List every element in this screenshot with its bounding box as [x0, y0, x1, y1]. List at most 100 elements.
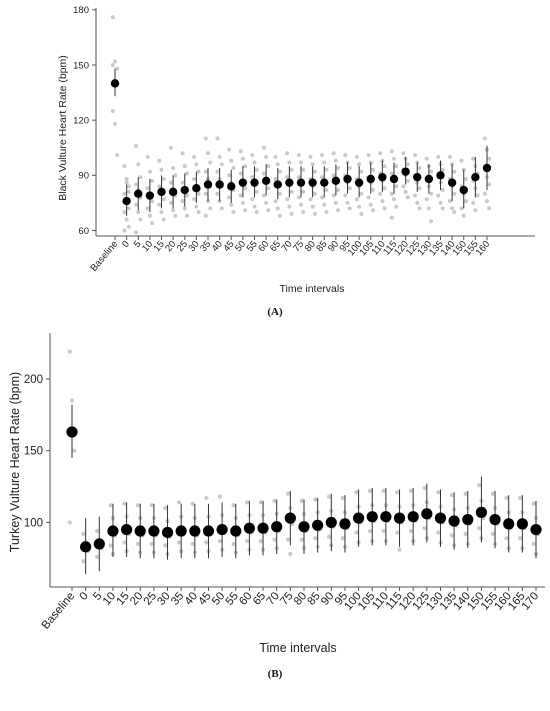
mean-point: [380, 511, 392, 523]
raw-data-point: [108, 543, 113, 548]
panel-a-y-axis-label: Black Vulture Heart Rate (bpm): [57, 55, 69, 201]
raw-data-point: [287, 204, 292, 209]
raw-data-point: [69, 398, 75, 403]
raw-data-point: [122, 540, 127, 545]
raw-data-point: [273, 154, 278, 159]
raw-data-point: [261, 145, 266, 150]
raw-data-point: [331, 193, 336, 198]
y-tick-label: 150: [24, 446, 43, 458]
x-tick-label: 0: [120, 239, 132, 250]
mean-point: [352, 512, 365, 524]
raw-data-point: [194, 204, 199, 209]
raw-data-point: [482, 136, 487, 141]
raw-data-point: [426, 206, 431, 211]
raw-data-point: [320, 195, 325, 200]
raw-data-point: [149, 541, 154, 547]
raw-data-point: [126, 184, 131, 189]
raw-data-point: [272, 498, 277, 503]
mean-point: [120, 523, 133, 536]
raw-data-point: [401, 151, 406, 156]
raw-data-point: [450, 206, 455, 211]
raw-data-point: [449, 493, 455, 498]
raw-data-point: [440, 188, 445, 193]
raw-data-point: [204, 495, 209, 501]
raw-data-point: [264, 200, 269, 205]
mean-point: [175, 525, 187, 537]
raw-data-point: [250, 153, 255, 158]
raw-data-point: [231, 541, 236, 547]
mean-point: [459, 185, 468, 195]
raw-data-point: [203, 191, 208, 196]
raw-data-point: [424, 197, 429, 202]
raw-data-point: [343, 153, 348, 158]
raw-data-point: [135, 541, 141, 547]
raw-data-point: [217, 154, 222, 159]
raw-data-point: [122, 210, 127, 215]
raw-data-point: [203, 213, 208, 218]
raw-data-point: [273, 199, 278, 204]
raw-data-point: [208, 206, 213, 211]
raw-data-point: [482, 191, 487, 196]
mean-point: [180, 185, 189, 195]
raw-data-point: [310, 204, 315, 209]
raw-data-point: [531, 501, 536, 506]
raw-data-point: [296, 195, 301, 200]
raw-data-point: [145, 206, 150, 211]
raw-data-point: [395, 490, 400, 495]
raw-data-point: [240, 200, 245, 205]
raw-data-point: [422, 485, 427, 491]
raw-data-point: [266, 186, 271, 191]
raw-data-point: [285, 175, 290, 180]
raw-data-point: [168, 145, 173, 150]
mean-point: [489, 513, 501, 526]
raw-data-point: [113, 121, 117, 126]
raw-data-point: [124, 177, 129, 181]
mean-point: [462, 513, 474, 526]
raw-data-point: [163, 505, 168, 511]
raw-data-point: [389, 171, 394, 176]
raw-data-point: [113, 59, 117, 64]
mean-point: [192, 183, 201, 193]
raw-data-point: [134, 143, 139, 148]
mean-point: [482, 163, 492, 173]
mean-point: [148, 525, 160, 537]
raw-data-point: [217, 494, 223, 499]
raw-data-point: [408, 488, 414, 493]
raw-data-point: [110, 108, 115, 113]
raw-data-point: [324, 210, 329, 215]
mean-point: [257, 522, 269, 534]
raw-data-point: [273, 177, 278, 181]
y-tick-label: 120: [73, 115, 89, 126]
raw-data-point: [138, 217, 143, 222]
raw-data-point: [452, 210, 457, 215]
raw-data-point: [163, 543, 168, 548]
mean-point: [202, 525, 215, 537]
mean-point: [325, 516, 337, 529]
raw-data-point: [289, 189, 294, 194]
raw-data-point: [192, 154, 197, 159]
x-tick-label: Baseline: [88, 239, 120, 274]
raw-data-point: [145, 186, 150, 191]
raw-data-point: [340, 495, 345, 501]
raw-data-point: [180, 180, 185, 185]
raw-data-point: [354, 530, 359, 535]
raw-data-point: [331, 151, 336, 156]
raw-data-point: [382, 206, 387, 211]
raw-data-point: [395, 530, 400, 535]
raw-data-point: [150, 221, 155, 226]
raw-data-point: [381, 488, 386, 493]
raw-data-point: [208, 160, 213, 165]
raw-data-point: [145, 154, 150, 159]
raw-data-point: [413, 153, 418, 158]
raw-data-point: [182, 206, 187, 211]
mean-point: [447, 178, 457, 187]
raw-data-point: [447, 154, 452, 159]
raw-data-point: [161, 217, 166, 222]
raw-data-point: [245, 538, 250, 544]
raw-data-point: [81, 559, 86, 564]
raw-data-point: [238, 171, 243, 176]
raw-data-point: [277, 213, 282, 218]
raw-data-point: [392, 197, 396, 202]
raw-data-point: [231, 210, 236, 215]
raw-data-point: [459, 206, 464, 211]
